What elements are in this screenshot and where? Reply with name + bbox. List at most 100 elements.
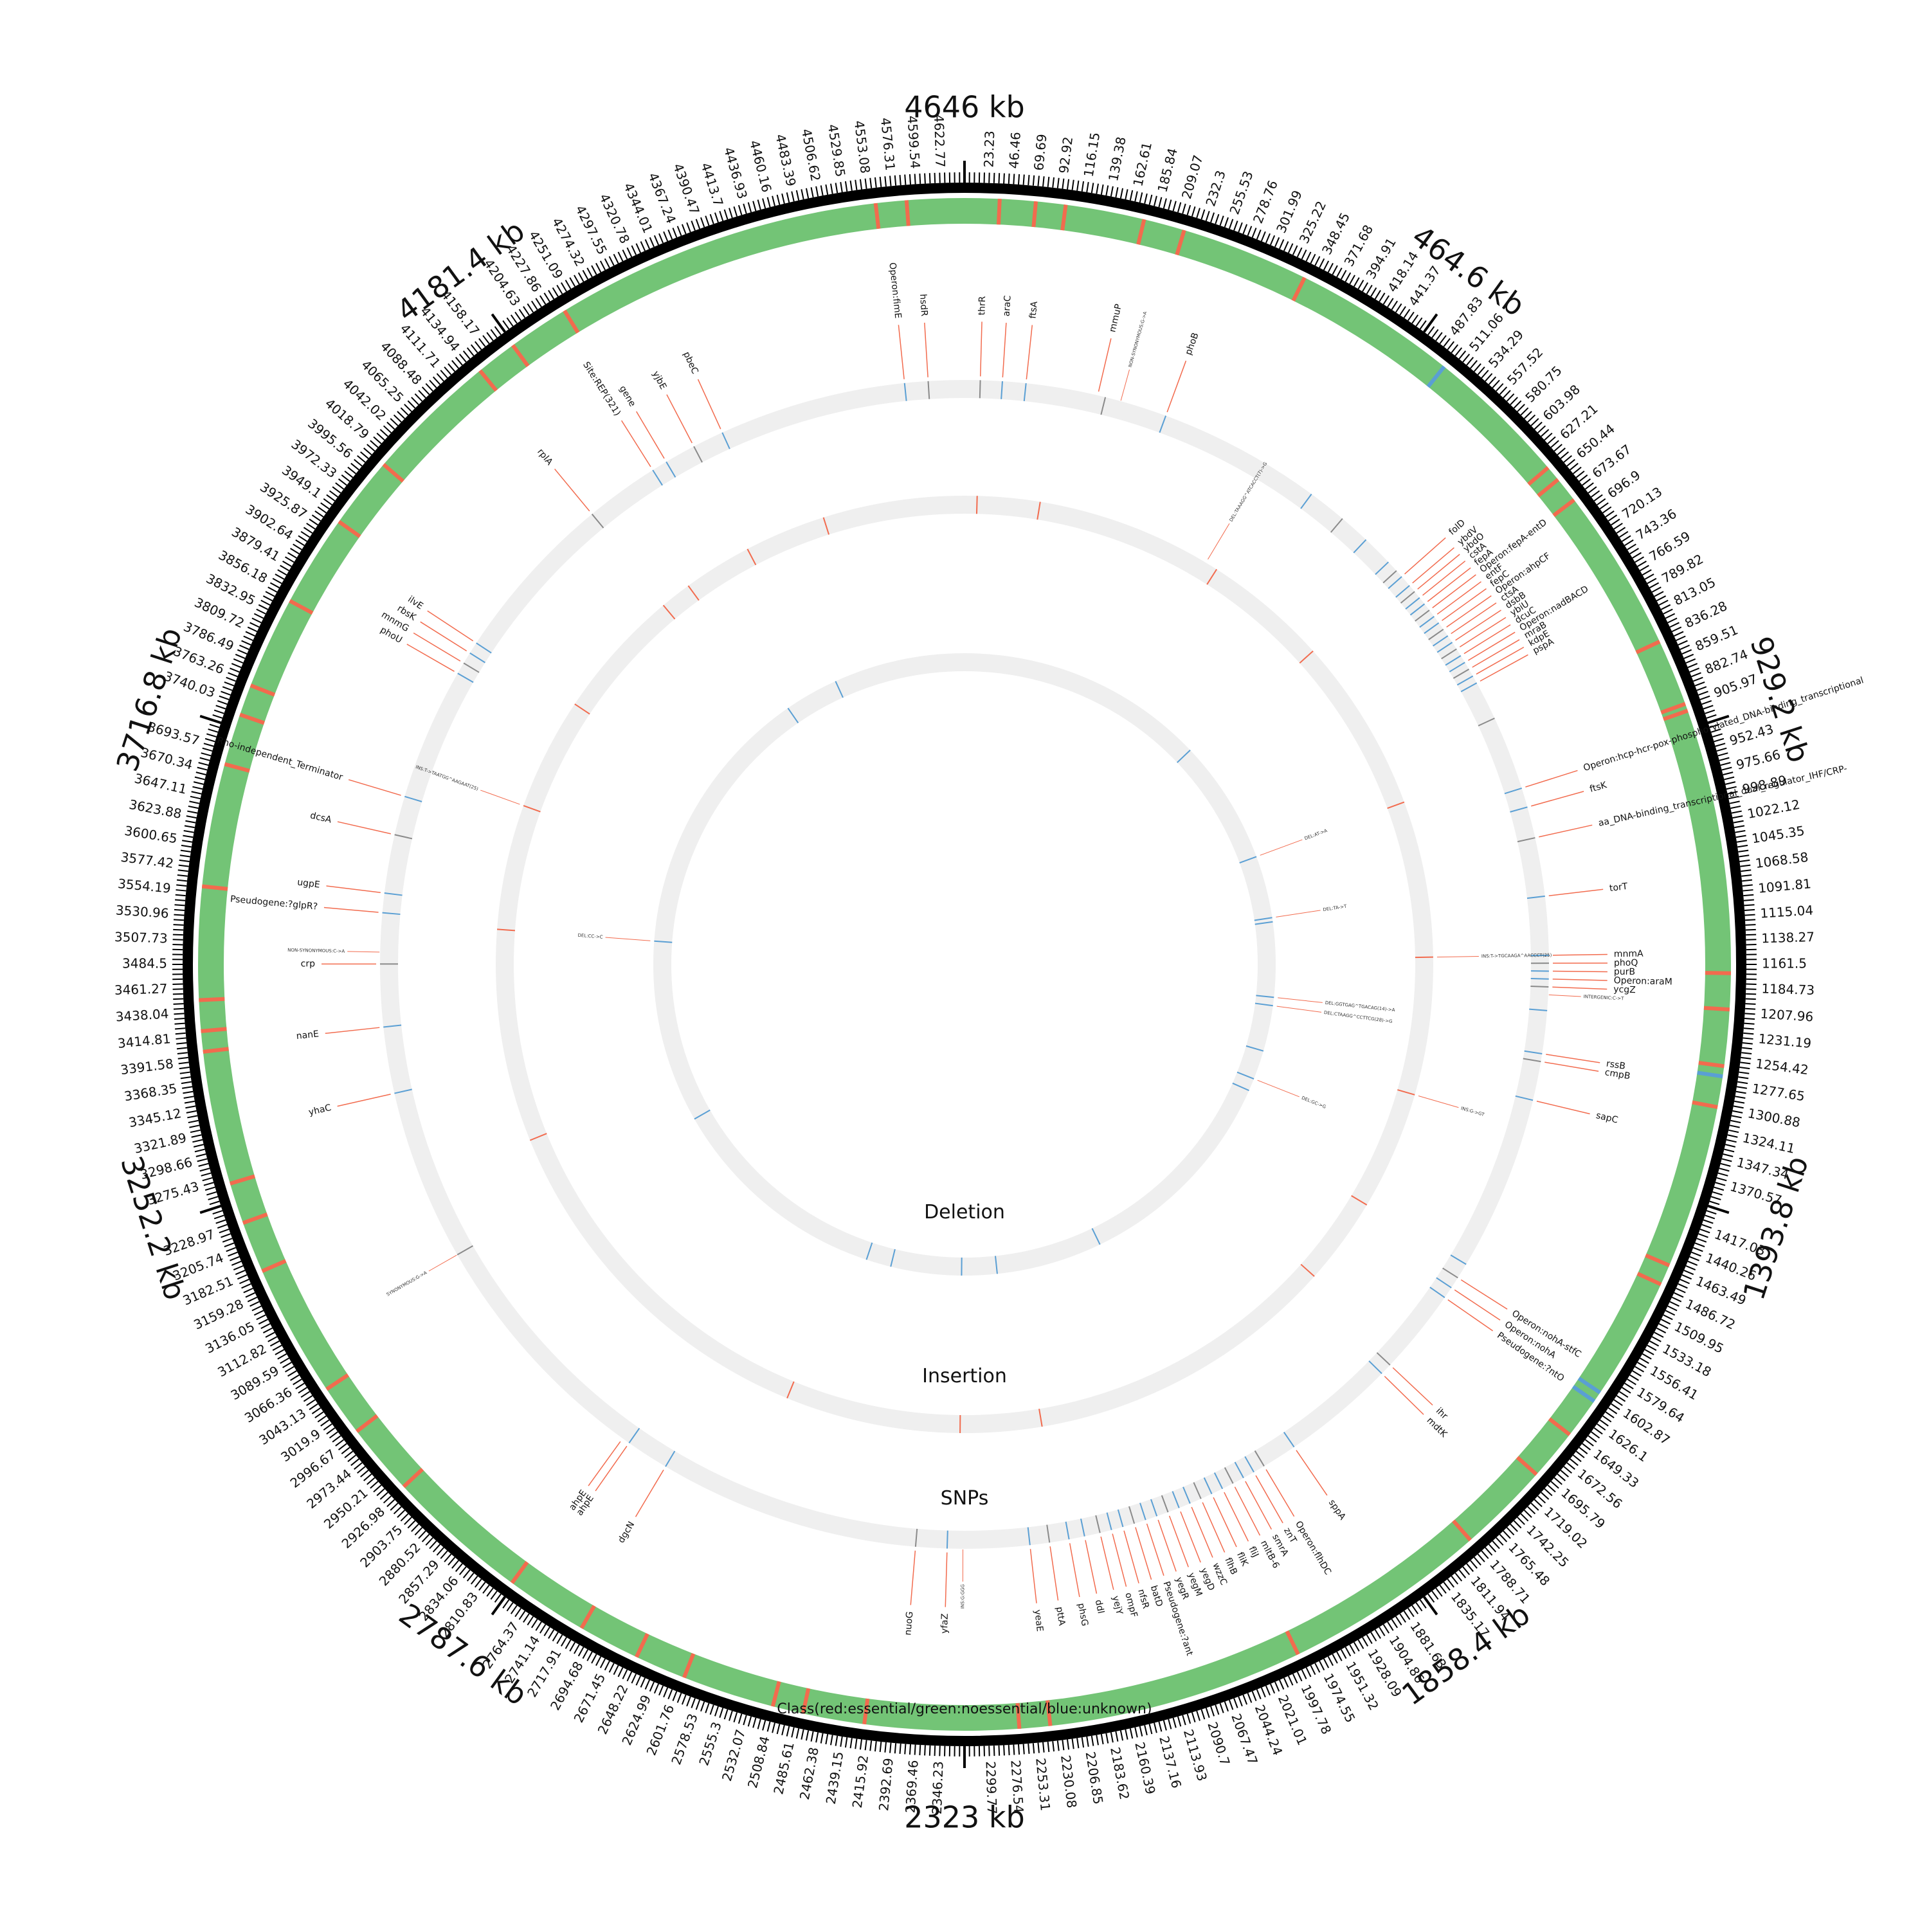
ruler-minor-tick [187,811,197,813]
ruler-minor-tick [1732,816,1743,818]
ruler-minor-tick [1551,1481,1559,1488]
ruler-minor-tick [605,1661,610,1670]
tick-label: 3507.73 [114,929,168,946]
ruler-minor-tick [1684,655,1694,658]
ruler-minor-tick [230,668,239,672]
ruler-minor-tick [422,387,430,395]
ruler-minor-tick [1611,1404,1620,1409]
ruler-minor-tick [782,194,784,204]
ruler-minor-tick [1744,899,1754,900]
ruler-minor-tick [1735,831,1746,833]
ruler-minor-tick [1737,1082,1748,1083]
ruler-minor-tick [217,1225,227,1228]
ruler-minor-tick [1253,228,1256,238]
ruler-minor-tick [627,248,631,257]
ruler-minor-tick [1307,252,1311,261]
ruler-minor-tick [1271,1684,1274,1693]
ruler-minor-tick [579,273,584,282]
ruler-minor-tick [664,1688,667,1697]
gene-leader-line [667,395,692,443]
ruler-minor-tick [1656,596,1665,600]
ruler-minor-tick [1145,1725,1147,1735]
tick-label: 2090.7 [1204,1720,1233,1767]
tick-label: 3391.58 [120,1056,174,1078]
tick-label: 2299.77 [983,1761,1000,1814]
ruler-minor-tick [1703,705,1713,709]
ruler-minor-tick [1738,851,1748,852]
ruler-minor-tick [865,1740,867,1750]
ruler-minor-tick [1489,377,1496,384]
ruler-minor-tick [782,1725,784,1735]
ruler-minor-tick [175,1028,185,1029]
ruler-minor-tick [394,415,402,422]
gene-label: sapC [1595,1110,1619,1126]
ruler-minor-tick [318,1416,326,1422]
tick-label: 1045.35 [1751,823,1806,847]
tick-label: 162.61 [1130,141,1155,188]
ruler-minor-tick [1690,1257,1699,1261]
ruler-minor-tick [1699,1234,1708,1238]
tick-label: 2415.92 [849,1755,871,1809]
ruler-minor-tick [336,483,344,489]
ruler-minor-tick [1420,321,1426,329]
gene-leader-line [1191,1507,1213,1557]
ruler-minor-tick [408,1521,415,1528]
ruler-minor-tick [1159,197,1161,207]
ruler-minor-tick [1731,806,1741,808]
ruler-minor-tick [1606,1412,1614,1418]
ruler-minor-tick [1038,1743,1039,1753]
tick-label: 1161.5 [1762,956,1807,971]
ruler-minor-tick [448,1557,455,1565]
insertion-track-label: Insertion [922,1365,1007,1387]
ruler-minor-tick [452,1560,458,1568]
ruler-minor-tick [915,174,916,184]
ruler-minor-tick [1444,339,1450,347]
ruler-minor-tick [1238,1697,1242,1706]
ruler-minor-tick [1391,301,1397,309]
mutation-leader-line [480,790,520,804]
ruler-minor-tick [915,1745,916,1755]
ruler-minor-tick [806,1731,808,1741]
ruler-minor-tick [467,348,474,356]
ruler-minor-tick [1412,1605,1418,1614]
ruler-minor-tick [1712,1192,1722,1195]
ruler-minor-tick [1544,433,1552,440]
ruler-minor-tick [303,1396,312,1402]
ruler-minor-tick [1714,739,1724,742]
gene-label: rplA [535,447,555,467]
tick-label: 4413.7 [698,161,726,208]
gene-label: phoB [1183,331,1200,356]
ruler-minor-tick [1471,1560,1477,1568]
tick-label: 23.23 [981,131,997,168]
gene-leader-line [595,1446,627,1491]
ruler-minor-tick [570,278,575,287]
ruler-minor-tick [1608,515,1617,521]
ruler-minor-tick [1538,426,1546,433]
ruler-minor-tick [540,296,546,305]
ruler-minor-tick [1444,1582,1450,1591]
ruler-minor-tick [224,1243,234,1247]
ruler-minor-tick [196,772,206,775]
ruler-minor-tick [659,233,663,243]
ruler-minor-tick [280,1358,289,1363]
ruler-minor-tick [301,1391,309,1397]
ruler-minor-tick [720,211,723,221]
ruler-minor-tick [1579,475,1588,482]
ruler-minor-tick [1561,452,1568,458]
ruler-minor-tick [201,753,211,755]
ruler-minor-tick [1363,283,1368,292]
ruler-minor-tick [1594,1428,1602,1434]
ruler-minor-tick [1731,1121,1741,1123]
ruler-minor-tick [1168,200,1171,210]
ruler-minor-tick [1702,1225,1712,1228]
ruler-minor-tick [1106,1733,1108,1744]
insertion-track-bg [505,505,1424,1424]
ruler-minor-tick [687,222,691,232]
ruler-minor-tick [1745,1013,1755,1014]
ruler-minor-tick [412,1524,419,1531]
tick-label: 3693.57 [146,719,201,748]
ruler-minor-tick [1159,1722,1161,1731]
ruler-minor-tick [1661,1319,1670,1324]
ruler-minor-tick [268,587,277,592]
ruler-minor-tick [1739,860,1750,862]
